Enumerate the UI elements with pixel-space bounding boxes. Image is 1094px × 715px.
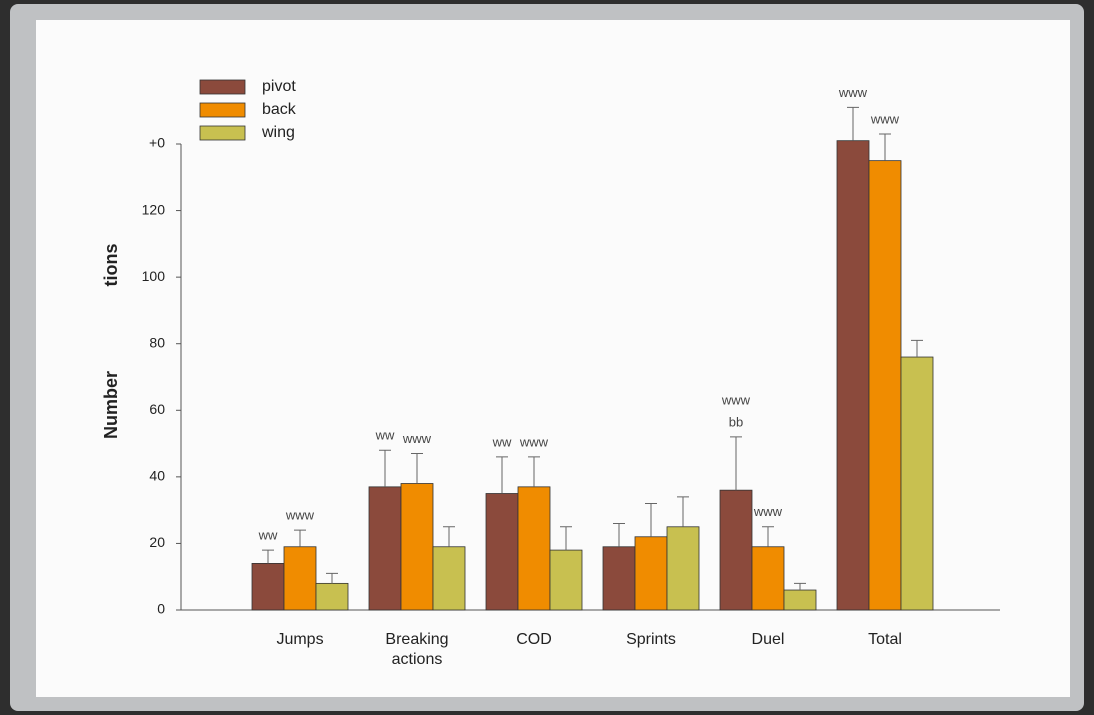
y-tick-label: 0 [157,601,165,617]
bar [836,140,870,611]
significance-label: www [838,85,868,100]
y-axis-label: Number [101,371,121,439]
y-tick-label: 40 [149,468,165,484]
legend-swatch [199,125,246,141]
significance-label: www [870,111,900,126]
error-bar [677,496,689,527]
bar [251,563,285,611]
error-bar [911,339,923,358]
y-tick-label: 100 [142,268,166,284]
bar [549,549,583,611]
y-tick-label: +0 [149,135,165,151]
x-tick-label: Duel [751,631,785,648]
x-tick-label: Jumps [276,631,324,648]
bar [432,546,466,611]
error-bar [847,106,859,141]
x-tick-label: Breaking actions [385,631,449,668]
y-tick-label: 60 [149,401,165,417]
significance-label: ww [375,428,395,443]
bar [751,546,785,611]
bar [783,589,817,611]
bar [517,486,551,611]
x-tick-label: COD [516,631,552,648]
significance-label: ww [258,528,278,543]
bar [315,582,349,611]
y-tick-label: 80 [149,334,165,350]
bar [485,493,519,611]
error-bar [262,549,274,564]
bar [400,483,434,611]
legend-swatch [199,79,246,95]
error-bar [613,522,625,547]
bar [666,526,700,611]
significance-label: www [721,392,751,407]
legend-label: back [262,101,297,118]
error-bar [645,502,657,537]
x-tick-label: Sprints [626,631,676,648]
y-tick-label: 120 [142,201,166,217]
significance-label: www [753,504,783,519]
error-bar [326,572,338,584]
significance-label: bb [729,414,743,429]
significance-label: www [285,508,315,523]
error-bar [560,526,572,551]
error-bar [730,436,742,491]
legend-label: pivot [262,78,296,95]
error-bar [496,456,508,494]
significance-label: www [402,431,432,446]
legend-label: wing [261,124,295,141]
legend-swatch [199,102,246,118]
bar [283,546,317,611]
y-tick-label: 20 [149,534,165,550]
y-axis-label: tions [101,244,121,287]
bar [719,489,753,611]
error-bar [879,133,891,161]
error-bar [379,449,391,487]
error-bar [762,526,774,547]
bar [602,546,636,611]
error-bar [294,529,306,547]
bar [868,160,902,611]
bar [900,356,934,611]
error-bar [528,456,540,487]
bar [368,486,402,611]
significance-label: www [519,434,549,449]
error-bar [443,526,455,547]
bar [634,536,668,611]
error-bar [411,453,423,484]
significance-label: ww [492,434,512,449]
error-bar [794,582,806,591]
x-tick-label: Total [868,631,902,648]
